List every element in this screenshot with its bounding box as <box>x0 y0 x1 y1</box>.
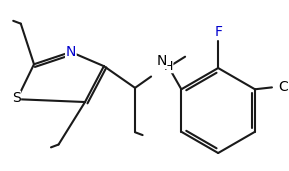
Text: H: H <box>163 60 173 73</box>
Text: N: N <box>156 54 167 68</box>
Text: S: S <box>12 91 21 105</box>
Text: F: F <box>214 25 222 39</box>
Text: Cl: Cl <box>278 80 289 94</box>
Text: N: N <box>66 45 76 59</box>
